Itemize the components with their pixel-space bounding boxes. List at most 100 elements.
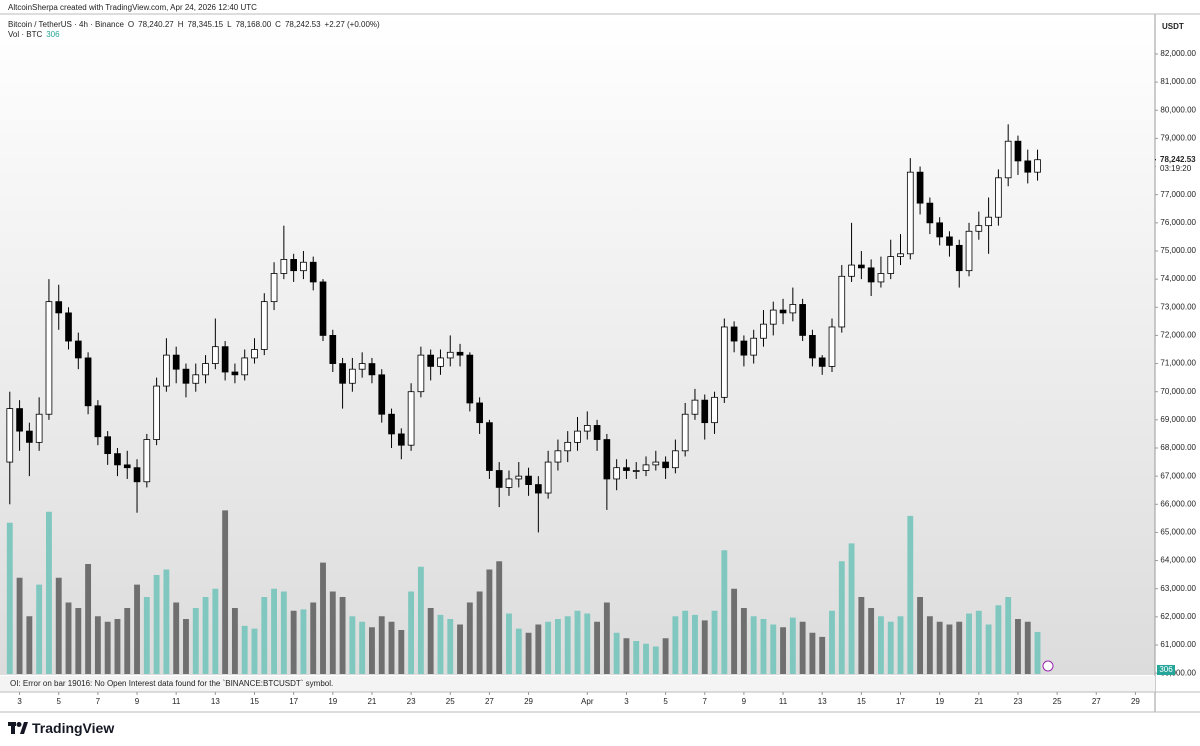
volume-bar: [995, 605, 1002, 674]
candle-body: [427, 354, 435, 367]
volume-bar: [447, 619, 454, 674]
candle-body: [202, 363, 209, 376]
candle-body: [466, 354, 474, 404]
symbol-row: Bitcoin / TetherUS · 4h · Binance O 78,240…: [8, 20, 384, 29]
plot-background: [0, 14, 1155, 675]
volume-bar: [46, 511, 52, 674]
last-price-label: 78,242.53: [1160, 155, 1196, 164]
volume-bar: [838, 561, 845, 674]
candle-body: [417, 354, 425, 393]
volume-bar: [271, 588, 278, 674]
volume-bar: [476, 591, 483, 674]
candle-body: [740, 340, 748, 356]
candle-body: [378, 374, 386, 415]
c-label: C: [275, 20, 281, 29]
candle-body: [368, 363, 376, 376]
y-tick-label: 70,000.00: [1160, 387, 1196, 396]
x-tick-label: Apr: [581, 697, 594, 706]
volume-bar: [486, 569, 493, 674]
candle-body: [554, 450, 562, 463]
candle-body: [397, 433, 405, 446]
x-tick-label: 17: [289, 697, 298, 706]
volume-bar: [94, 616, 101, 674]
candle-body: [544, 461, 552, 494]
volume-bar: [515, 628, 522, 674]
y-tick-label: 68,000.00: [1160, 443, 1196, 452]
candle-body: [16, 408, 23, 432]
alert-icon: [1042, 660, 1054, 672]
volume-bar: [378, 616, 385, 674]
candle-body: [975, 225, 983, 232]
x-tick-label: 13: [211, 697, 220, 706]
candle-body: [241, 357, 249, 376]
credit: AltcoinSherpa created with TradingView.c…: [8, 3, 257, 12]
candle-body: [446, 351, 454, 359]
volume-bar: [457, 624, 463, 674]
candle-body: [280, 259, 288, 274]
volume-bar: [408, 591, 415, 674]
volume-bar: [829, 610, 835, 674]
candle-body: [1004, 140, 1012, 179]
error-text: OI: Error on bar 19016: No Open Interest…: [10, 679, 333, 688]
brand-logo: [8, 722, 28, 734]
candle-body: [35, 413, 43, 443]
candle-body: [535, 484, 542, 494]
y-tick-label: 65,000.00: [1160, 528, 1196, 537]
x-tick-label: 27: [485, 697, 494, 706]
volume-bar: [369, 627, 375, 674]
candle-body: [143, 439, 151, 483]
volume-bar: [192, 608, 199, 674]
y-tick-label: 64,000.00: [1160, 556, 1196, 565]
volume-bar: [153, 575, 160, 674]
candle-body: [192, 374, 200, 384]
y-tick-label: 60,000.00: [1160, 668, 1196, 677]
candle-body: [897, 253, 904, 258]
y-tick-label: 80,000.00: [1160, 105, 1196, 114]
volume-bar: [672, 616, 679, 674]
y-tick-label: 69,000.00: [1160, 415, 1196, 424]
volume-bar: [545, 621, 552, 674]
x-tick-label: 25: [1053, 697, 1062, 706]
candle-body: [642, 464, 650, 471]
candle-body: [94, 405, 102, 438]
volume-bar: [36, 584, 43, 674]
volume-badge-label: 306: [1159, 665, 1173, 674]
volume-bar: [564, 616, 571, 674]
candle-body: [848, 264, 855, 277]
vol-label: Vol · BTC: [8, 30, 43, 39]
volume-bar: [554, 619, 561, 674]
volume-bar: [897, 616, 904, 674]
volume-bar: [809, 632, 816, 674]
candle-body: [877, 273, 885, 283]
candle-body: [358, 363, 366, 370]
volume-bar: [398, 630, 405, 674]
candle-body: [26, 430, 33, 443]
x-tick-label: 9: [742, 697, 747, 706]
volume-bar: [231, 608, 238, 674]
volume-bar: [848, 543, 855, 674]
open: 78,240.27: [138, 20, 174, 29]
volume-bar: [6, 522, 13, 674]
close: 78,242.53: [284, 20, 321, 29]
volume-bar: [183, 619, 189, 674]
candle-body: [946, 236, 953, 246]
x-tick-label: 11: [172, 697, 181, 706]
volume-bar: [721, 550, 728, 674]
volume-bar: [85, 564, 92, 674]
volume-bar: [222, 510, 229, 674]
volume-bar: [212, 588, 219, 674]
x-tick-label: 19: [328, 697, 337, 706]
y-tick-label: 82,000.00: [1160, 49, 1196, 58]
volume-bar: [163, 569, 170, 674]
volume-bar: [496, 561, 503, 674]
candle-body: [936, 222, 943, 238]
volume-bar: [633, 641, 640, 674]
brand-name: TradingView: [32, 720, 115, 736]
x-tick-label: 23: [407, 697, 416, 706]
candle-body: [760, 323, 767, 339]
volume-bar: [750, 616, 757, 674]
volume-bar: [290, 610, 297, 674]
last-price-box: [1156, 153, 1200, 176]
x-tick-label: 21: [367, 697, 376, 706]
volume-bar: [1024, 621, 1031, 674]
